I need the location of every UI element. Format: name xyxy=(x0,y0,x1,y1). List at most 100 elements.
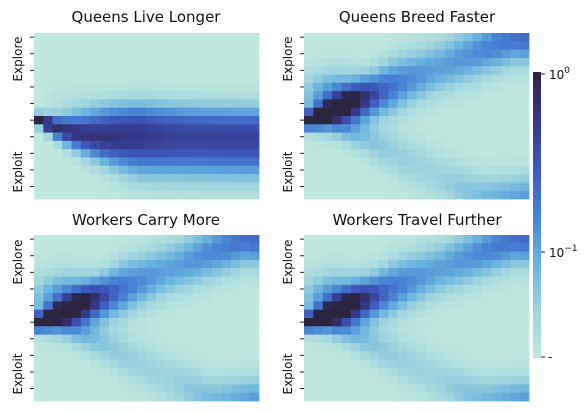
heatmap-cell xyxy=(62,367,72,377)
heatmap-cell xyxy=(52,57,63,67)
heatmap-cell xyxy=(425,293,436,302)
panel-title: Workers Carry More xyxy=(72,211,220,229)
heatmap-cell xyxy=(482,49,492,59)
heatmap-cell xyxy=(99,284,110,294)
heatmap-cell xyxy=(109,359,119,369)
heatmap-cell xyxy=(416,235,427,244)
heatmap-cell xyxy=(388,392,399,402)
heatmap-cell xyxy=(184,334,194,344)
heatmap-cell xyxy=(472,342,483,352)
heatmap-cell xyxy=(444,276,455,286)
heatmap-cell xyxy=(454,74,464,84)
heatmap-cell xyxy=(510,82,521,92)
heatmap-cell xyxy=(482,33,492,42)
heatmap-cell xyxy=(137,243,147,252)
heatmap-cell xyxy=(137,351,147,360)
heatmap-cell xyxy=(519,392,530,402)
heatmap-cell xyxy=(230,57,241,67)
heatmap-cell xyxy=(71,351,82,360)
heatmap-cell xyxy=(212,301,222,311)
heatmap-cell xyxy=(350,301,361,311)
heatmap-cell xyxy=(369,326,380,335)
heatmap-cell xyxy=(109,74,119,84)
heatmap-cell xyxy=(193,367,204,377)
heatmap-cell xyxy=(249,174,260,183)
heatmap-cell xyxy=(416,174,427,183)
heatmap-cell xyxy=(43,116,54,125)
heatmap-cell xyxy=(407,351,417,360)
heatmap-cell xyxy=(369,157,380,167)
heatmap-cell xyxy=(332,132,342,142)
heatmap-cell xyxy=(388,243,399,252)
heatmap-cell xyxy=(350,359,361,369)
heatmap-cell xyxy=(34,74,44,84)
heatmap-cell xyxy=(80,251,91,261)
heatmap-cell xyxy=(407,132,417,142)
heatmap-cell xyxy=(221,116,232,125)
heatmap-cell xyxy=(397,91,408,100)
heatmap-cell xyxy=(407,190,417,200)
heatmap-cell xyxy=(71,384,82,394)
colorbar: 100 10−1 - xyxy=(533,66,578,364)
heatmap-cell xyxy=(444,182,455,192)
heatmap-cell xyxy=(137,157,147,167)
heatmap-cell xyxy=(454,376,464,385)
heatmap-cell xyxy=(43,107,54,117)
heatmap-cell xyxy=(109,190,119,200)
heatmap-cell xyxy=(174,268,185,277)
heatmap-cell xyxy=(146,174,157,183)
heatmap-cell xyxy=(230,334,241,344)
heatmap-cell xyxy=(500,132,511,142)
heatmap-cell xyxy=(34,124,44,133)
heatmap-cell xyxy=(379,99,389,109)
heatmap-cell xyxy=(425,49,436,59)
heatmap-cell xyxy=(155,174,166,183)
heatmap-cell xyxy=(369,124,380,133)
heatmap-cell xyxy=(322,318,333,327)
heatmap-cell xyxy=(444,140,455,150)
heatmap-cell xyxy=(34,99,44,109)
heatmap-cell xyxy=(454,384,464,394)
heatmap-cell xyxy=(249,116,260,125)
heatmap-cell xyxy=(416,309,427,319)
heatmap-cell xyxy=(146,235,157,244)
heatmap-cell xyxy=(249,268,260,277)
heatmap-cell xyxy=(472,149,483,158)
heatmap-cell xyxy=(322,268,333,277)
heatmap-cell xyxy=(397,351,408,360)
heatmap-cell xyxy=(146,342,157,352)
heatmap-cell xyxy=(137,174,147,183)
heatmap-cell xyxy=(34,351,44,360)
heatmap-cell xyxy=(425,251,436,261)
heatmap-cell xyxy=(240,334,251,344)
heatmap-cell xyxy=(482,132,492,142)
heatmap-cell xyxy=(397,49,408,59)
heatmap-cell xyxy=(472,251,483,261)
heatmap-cell xyxy=(109,392,119,402)
heatmap-cell xyxy=(491,174,502,183)
heatmap-cell xyxy=(379,293,389,302)
heatmap-cell xyxy=(369,251,380,261)
heatmap-cell xyxy=(341,309,352,319)
heatmap-cell xyxy=(341,392,352,402)
heatmap-cell xyxy=(444,342,455,352)
heatmap-cell xyxy=(369,91,380,100)
heatmap-cell xyxy=(454,235,464,244)
heatmap-cell xyxy=(146,276,157,286)
heatmap-cell xyxy=(146,116,157,125)
panel-title: Workers Travel Further xyxy=(332,211,502,229)
heatmap-cell xyxy=(202,116,213,125)
heatmap-cell xyxy=(435,243,446,252)
heatmap-cell xyxy=(34,284,44,294)
heatmap-cell xyxy=(360,99,371,109)
heatmap-cell xyxy=(127,301,138,311)
heatmap-cell xyxy=(332,91,342,100)
heatmap-cell xyxy=(34,342,44,352)
heatmap-cell xyxy=(146,33,157,42)
heatmap-cell xyxy=(137,384,147,394)
heatmap-cell xyxy=(332,318,342,327)
heatmap-cell xyxy=(212,124,222,133)
heatmap-cell xyxy=(80,384,91,394)
heatmap-cell xyxy=(435,259,446,269)
heatmap-cell xyxy=(332,276,342,286)
